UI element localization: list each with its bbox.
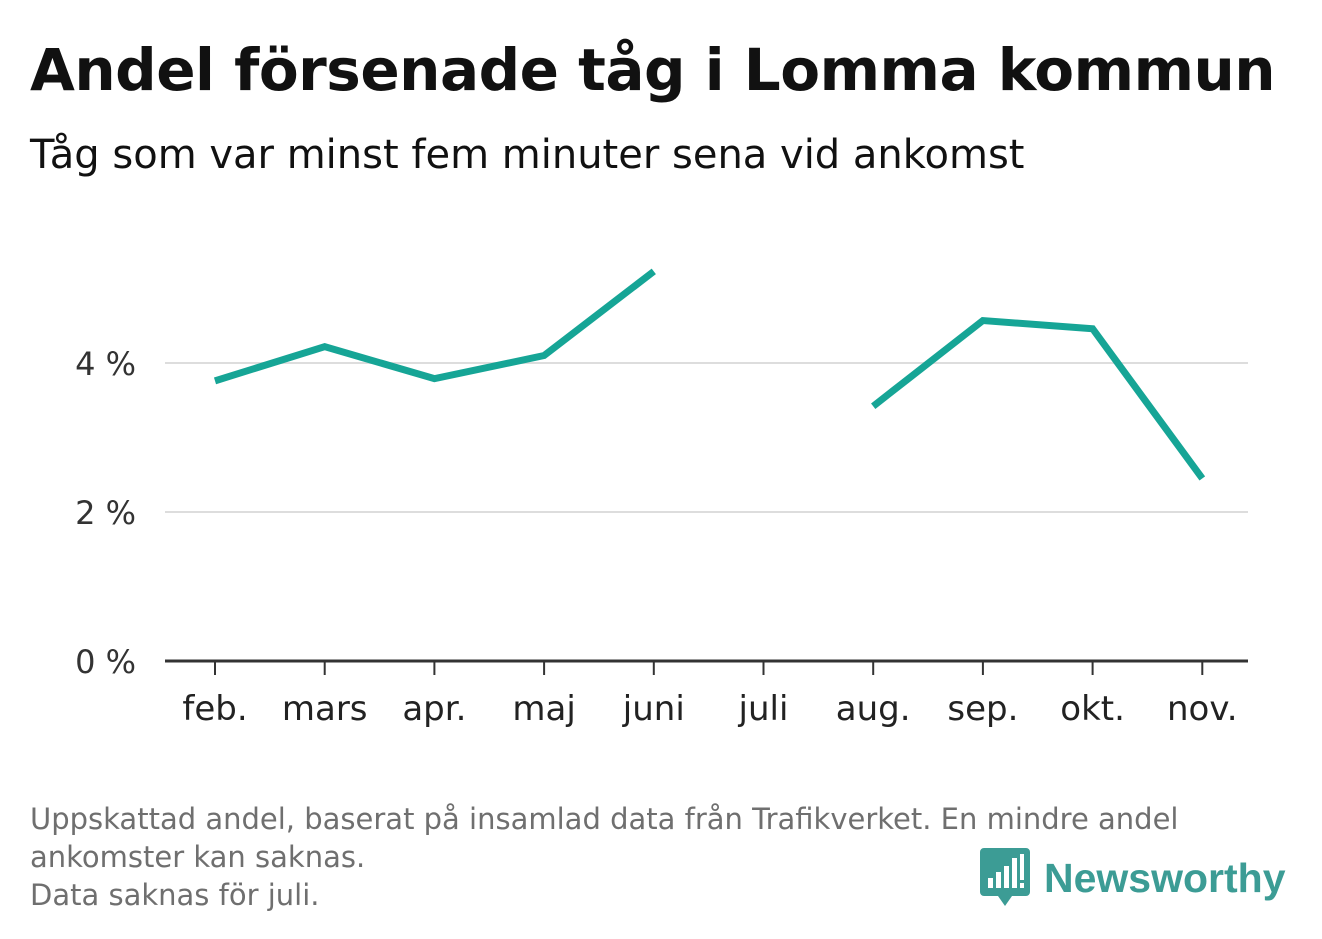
footnote: Uppskattad andel, baserat på insamlad da… <box>30 800 1280 914</box>
x-tick-label: maj <box>512 689 575 729</box>
y-tick-label: 4 % <box>75 345 136 383</box>
footnote-line-1: Uppskattad andel, baserat på insamlad da… <box>30 802 1179 836</box>
x-tick-label: juni <box>622 689 685 729</box>
x-tick-label: mars <box>282 689 368 729</box>
x-tick-label: aug. <box>836 689 911 729</box>
x-tick-label: sep. <box>947 689 1018 729</box>
chart-subtitle: Tåg som var minst fem minuter sena vid a… <box>30 132 1025 178</box>
footnote-line-2: ankomster kan saknas. <box>30 840 366 874</box>
x-tick-label: feb. <box>182 689 247 729</box>
y-tick-label: 0 % <box>75 643 136 681</box>
x-tick-label: okt. <box>1060 689 1125 729</box>
x-tick-label: apr. <box>402 689 466 729</box>
y-tick-label: 2 % <box>75 494 136 532</box>
chart-title: Andel försenade tåg i Lomma kommun <box>30 36 1276 104</box>
brand-name: Newsworthy <box>1044 854 1286 901</box>
series-line <box>213 268 656 385</box>
footnote-line-3: Data saknas för juli. <box>30 878 320 912</box>
x-tick-label: nov. <box>1167 689 1238 729</box>
bar-chart-speech-bubble-icon <box>980 848 1030 906</box>
x-tick-label: juli <box>738 689 789 729</box>
newsworthy-logo: Newsworthy <box>980 848 1286 908</box>
series-line <box>871 316 1206 481</box>
